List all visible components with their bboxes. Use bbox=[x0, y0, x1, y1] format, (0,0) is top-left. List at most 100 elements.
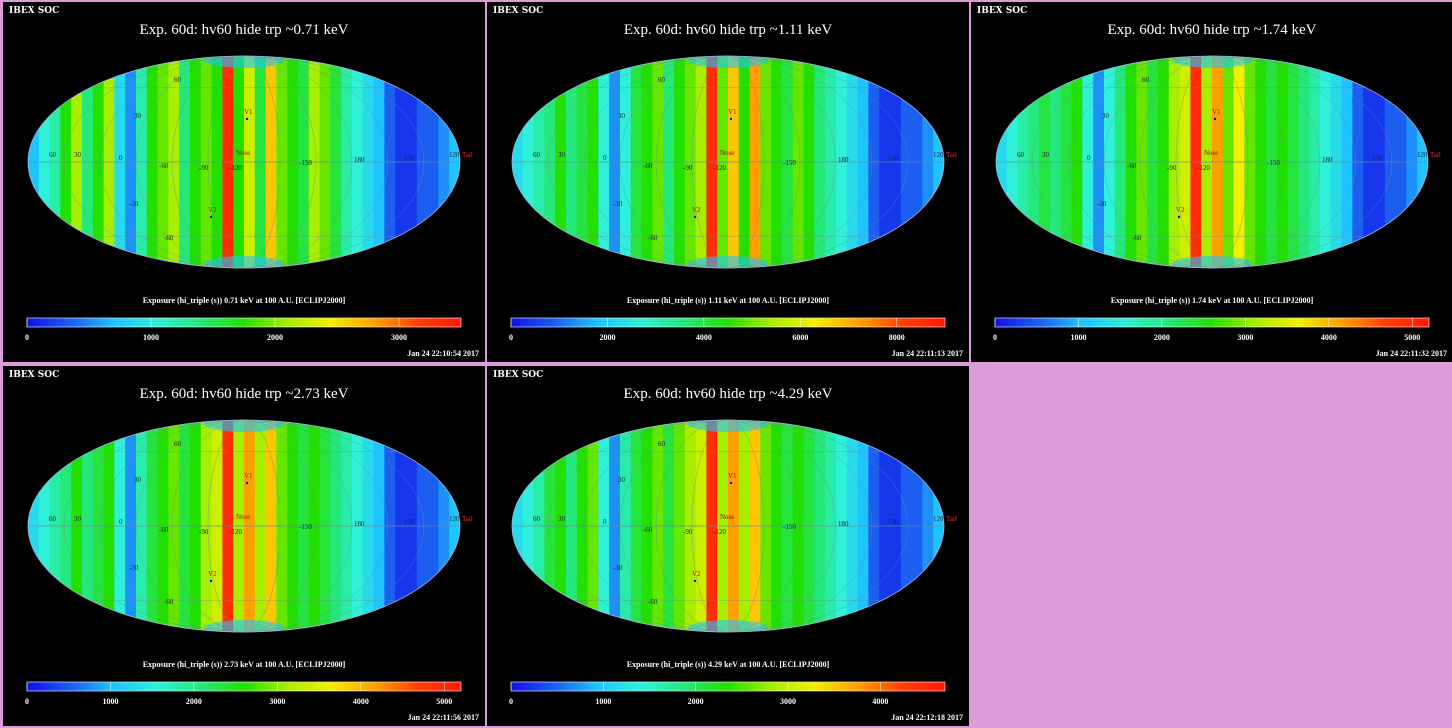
lat-label: 60 bbox=[658, 76, 666, 84]
lat-label: -30 bbox=[1097, 200, 1107, 208]
marker-label: V1 bbox=[244, 472, 253, 480]
marker-label: Tail bbox=[462, 515, 473, 523]
lat-label: -30 bbox=[613, 200, 623, 208]
lon-label: 150 bbox=[888, 518, 899, 526]
lat-label: 60 bbox=[1142, 76, 1150, 84]
lon-label: -90 bbox=[199, 164, 209, 172]
lon-label: -120 bbox=[713, 528, 726, 536]
panel-title: Exp. 60d: hv60 hide trp ~2.73 keV bbox=[139, 386, 349, 402]
south-pole-cap bbox=[1172, 256, 1252, 268]
lon-label: -120 bbox=[229, 528, 242, 536]
lon-label: -150 bbox=[299, 159, 312, 167]
marker-label: V1 bbox=[728, 472, 737, 480]
lon-label: -120 bbox=[229, 164, 242, 172]
marker-dot bbox=[245, 481, 249, 485]
lon-label: -60 bbox=[1127, 162, 1137, 170]
marker-label: V2 bbox=[1176, 206, 1185, 214]
colorbar-tick-label: 4000 bbox=[696, 333, 712, 342]
marker-dot bbox=[1177, 215, 1181, 219]
marker-label: V1 bbox=[1212, 108, 1221, 116]
lon-label: 0 bbox=[1087, 154, 1091, 162]
panel-title: Exp. 60d: hv60 hide trp ~0.71 keV bbox=[139, 22, 349, 38]
marker-dot bbox=[729, 117, 733, 121]
lat-label: 30 bbox=[618, 112, 626, 120]
marker-label: Nose bbox=[236, 149, 250, 157]
map-outline bbox=[511, 419, 945, 633]
lon-label: 180 bbox=[838, 156, 849, 164]
colorbar-tick-label: 3000 bbox=[269, 697, 285, 706]
lat-label: -60 bbox=[1132, 234, 1142, 242]
graticule bbox=[511, 55, 945, 269]
colorbar-tick-label: 4000 bbox=[1321, 333, 1337, 342]
map-panel-5: IBEX SOC Exp. 60d: hv60 hide trp ~4.29 ke… bbox=[487, 366, 969, 726]
lon-label: 120 bbox=[933, 151, 944, 159]
lat-label: -30 bbox=[129, 564, 139, 572]
marker-dot bbox=[245, 117, 249, 121]
lat-label: -30 bbox=[613, 564, 623, 572]
lon-label: 0 bbox=[119, 518, 123, 526]
lon-label: 0 bbox=[119, 154, 123, 162]
map-outline bbox=[995, 55, 1429, 269]
marker-label: V1 bbox=[728, 108, 737, 116]
lon-label: -60 bbox=[643, 526, 653, 534]
marker-label: Nose bbox=[1204, 149, 1218, 157]
colorbar-tick-label: 2000 bbox=[186, 697, 202, 706]
lat-label: -30 bbox=[129, 200, 139, 208]
lon-label: 150 bbox=[1372, 154, 1383, 162]
colorbar-tick-label: 1000 bbox=[595, 697, 611, 706]
panel-app-label: IBEX SOC bbox=[493, 370, 544, 380]
lon-label: 120 bbox=[1417, 151, 1428, 159]
lat-label: 60 bbox=[174, 440, 182, 448]
colorbar-tick-label: 5000 bbox=[1404, 333, 1420, 342]
south-pole-cap bbox=[204, 620, 284, 632]
colorbar-tick-label: 4000 bbox=[872, 697, 888, 706]
colorbar-tick-label: 8000 bbox=[889, 333, 905, 342]
lon-label: -150 bbox=[783, 523, 796, 531]
panel-app-label: IBEX SOC bbox=[493, 6, 544, 16]
lon-label: 60 bbox=[533, 515, 541, 523]
marker-label: V2 bbox=[208, 570, 217, 578]
colorbar-tick-label: 1000 bbox=[102, 697, 118, 706]
lat-label: -60 bbox=[648, 234, 658, 242]
panel-title: Exp. 60d: hv60 hide trp ~1.74 keV bbox=[1107, 22, 1317, 38]
lat-label: 30 bbox=[1102, 112, 1110, 120]
lon-label: 60 bbox=[1017, 151, 1025, 159]
marker-label: V1 bbox=[244, 108, 253, 116]
lon-label: -150 bbox=[1267, 159, 1280, 167]
graticule bbox=[511, 419, 945, 633]
marker-label: Tail bbox=[462, 151, 473, 159]
lat-label: 30 bbox=[618, 476, 626, 484]
north-pole-cap bbox=[204, 56, 284, 68]
colorbar-tick-label: 1000 bbox=[1070, 333, 1086, 342]
south-pole-cap bbox=[204, 256, 284, 268]
colorbar-tick-label: 4000 bbox=[353, 697, 369, 706]
graticule bbox=[27, 55, 461, 269]
marker-dot bbox=[729, 481, 733, 485]
marker-dot bbox=[693, 579, 697, 583]
lon-label: 150 bbox=[404, 518, 415, 526]
graticule bbox=[27, 419, 461, 633]
marker-label: Tail bbox=[1430, 151, 1441, 159]
colorbar bbox=[510, 317, 946, 328]
colorbar-tick-label: 6000 bbox=[792, 333, 808, 342]
timestamp: Jan 24 22:11:56 2017 bbox=[407, 713, 479, 722]
panel-app-label: IBEX SOC bbox=[9, 6, 60, 16]
north-pole-cap bbox=[204, 420, 284, 432]
lon-label: -120 bbox=[1197, 164, 1210, 172]
graticule bbox=[995, 55, 1429, 269]
lon-label: -90 bbox=[683, 164, 693, 172]
north-pole-cap bbox=[688, 56, 768, 68]
lon-label: 30 bbox=[558, 151, 566, 159]
lon-label: 60 bbox=[49, 151, 57, 159]
south-pole-cap bbox=[688, 256, 768, 268]
lon-label: -60 bbox=[159, 526, 169, 534]
sky-map: 60 30 0 -60 -90 -120 -150 180 150 120 60 30 -30 -60 V1… bbox=[993, 55, 1441, 342]
marker-label: Tail bbox=[946, 515, 957, 523]
colorbar-tick-label: 1000 bbox=[143, 333, 159, 342]
marker-dot bbox=[693, 215, 697, 219]
colorbar-tick-label: 0 bbox=[509, 333, 513, 342]
colorbar-tick-label: 0 bbox=[993, 333, 997, 342]
lon-label: -90 bbox=[199, 528, 209, 536]
lon-label: 120 bbox=[449, 151, 460, 159]
timestamp: Jan 24 22:12:18 2017 bbox=[891, 713, 963, 722]
